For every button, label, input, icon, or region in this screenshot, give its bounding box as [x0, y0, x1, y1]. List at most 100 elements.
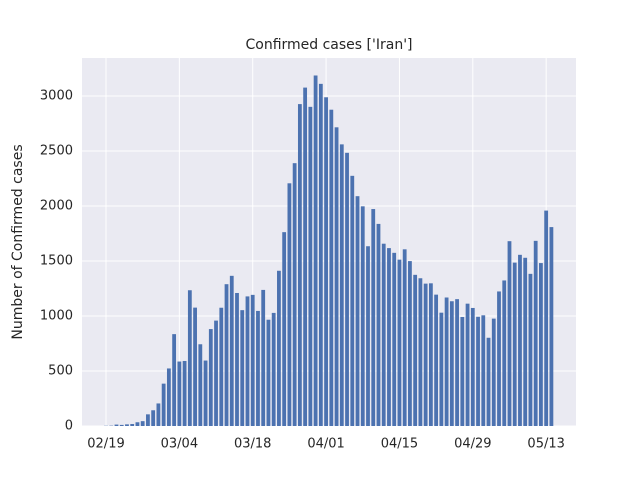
- y-tick-label: 2500: [40, 143, 73, 158]
- x-tick-label: 03/18: [234, 437, 271, 452]
- bar: [224, 284, 229, 426]
- bar: [539, 263, 543, 426]
- bar: [339, 144, 344, 426]
- bar: [533, 240, 538, 426]
- y-tick-label: 1500: [40, 253, 73, 268]
- bar: [350, 175, 355, 426]
- chart-title: Confirmed cases ['Iran']: [245, 37, 412, 53]
- bar: [140, 421, 145, 426]
- bar: [151, 410, 156, 426]
- bar: [161, 383, 166, 426]
- bar: [114, 424, 119, 426]
- bar: [345, 152, 349, 426]
- bar: [287, 183, 292, 426]
- bar: [376, 223, 381, 426]
- bar: [413, 274, 418, 426]
- bar: [187, 290, 192, 426]
- bar: [198, 344, 203, 426]
- bar: [523, 257, 528, 426]
- bar: [444, 297, 449, 426]
- bar: [193, 307, 197, 426]
- bar: [308, 106, 313, 427]
- bar: [387, 248, 391, 426]
- y-tick-label: 500: [48, 363, 73, 378]
- x-tick-label: 05/13: [527, 437, 564, 452]
- bar: [177, 361, 182, 426]
- bar: [250, 294, 255, 426]
- bar: [245, 296, 250, 426]
- bar: [381, 243, 386, 426]
- bar: [455, 299, 459, 426]
- y-tick-label: 3000: [40, 88, 73, 103]
- bar: [313, 75, 318, 427]
- bar: [292, 163, 297, 426]
- bar: [502, 280, 507, 426]
- bar: [476, 316, 480, 426]
- bar: [366, 246, 370, 426]
- x-tick-label: 04/01: [307, 437, 344, 452]
- x-tick-label: 02/19: [87, 437, 124, 452]
- bar: [125, 424, 129, 426]
- y-tick-label: 1000: [40, 308, 73, 323]
- bar: [219, 307, 224, 426]
- bar: [428, 283, 433, 426]
- bar: [235, 292, 239, 426]
- bar: [360, 206, 365, 426]
- bar: [229, 275, 234, 426]
- bar: [544, 210, 549, 426]
- bar: [271, 312, 276, 426]
- bar: [203, 360, 208, 426]
- bar: [449, 301, 454, 426]
- bar: [397, 259, 402, 426]
- y-tick-label: 2000: [40, 198, 73, 213]
- bar: [130, 424, 135, 426]
- x-tick-label: 04/15: [381, 437, 418, 452]
- bar: [402, 249, 407, 426]
- bar: [329, 109, 334, 426]
- bar: [334, 127, 339, 426]
- bar: [549, 227, 554, 426]
- bar: [324, 97, 328, 427]
- bar: [418, 278, 423, 426]
- bar: [261, 289, 266, 426]
- bar: [156, 403, 161, 426]
- bar: [497, 291, 501, 426]
- bar: [460, 316, 465, 426]
- bar: [146, 414, 150, 426]
- bar: [486, 337, 491, 426]
- bar: [303, 87, 308, 426]
- bar: [371, 209, 376, 426]
- bar: [491, 318, 496, 426]
- bar: [465, 303, 470, 426]
- y-tick-label: 0: [65, 419, 73, 434]
- bar: [266, 319, 271, 426]
- bar: [512, 262, 517, 426]
- bar: [282, 232, 287, 426]
- bar: [208, 329, 213, 426]
- bar: [214, 320, 218, 426]
- bar: [392, 252, 397, 426]
- bar: [135, 422, 140, 426]
- bar: [481, 315, 486, 426]
- bar: [528, 273, 533, 426]
- bar: [240, 310, 245, 426]
- bar: [434, 294, 439, 426]
- bar: [119, 424, 124, 426]
- x-tick-label: 03/04: [161, 437, 198, 452]
- bar: [439, 312, 444, 426]
- bar: [297, 104, 302, 427]
- bar: [470, 307, 475, 426]
- bar: [172, 334, 177, 426]
- bar: [355, 196, 360, 426]
- bar: [182, 360, 187, 426]
- bar: [423, 283, 428, 426]
- bar: [318, 83, 323, 426]
- y-axis-label: Number of Confirmed cases: [10, 144, 26, 339]
- bar: [166, 368, 171, 426]
- bar: [277, 270, 281, 426]
- bar: [507, 241, 512, 426]
- x-tick-label: 04/29: [454, 437, 491, 452]
- bar: [518, 254, 522, 426]
- bar: [408, 261, 412, 426]
